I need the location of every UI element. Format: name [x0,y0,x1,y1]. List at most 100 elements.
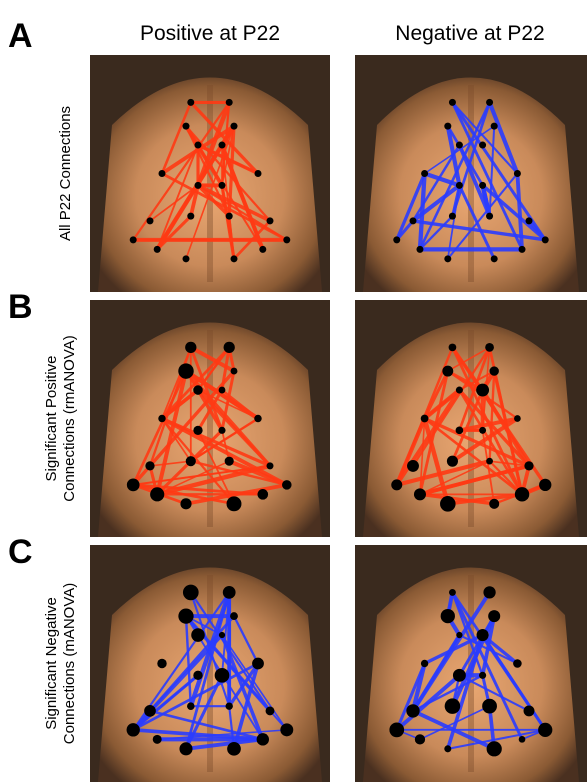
node [178,363,193,378]
node [489,499,499,509]
node [150,487,164,501]
node [524,461,533,470]
node [127,723,140,736]
node [255,170,262,177]
row-label: Connections (rmANOVA) [61,335,78,501]
node [476,384,489,397]
node [219,387,226,394]
node [456,387,463,394]
node [515,487,529,501]
node [254,415,261,422]
node [479,672,486,679]
node [445,698,461,714]
node [389,722,404,737]
node [406,704,419,717]
node [185,342,196,353]
node [407,460,419,472]
node [514,170,521,177]
node [456,142,463,149]
node [231,123,238,130]
column-header: Negative at P22 [395,22,544,45]
node [259,246,266,253]
node [266,462,273,469]
node [393,236,400,243]
node [147,217,154,224]
node [227,496,242,511]
node [193,671,202,680]
brain-panel [90,545,330,782]
node [486,99,493,106]
node [231,368,238,375]
node [187,213,194,220]
node [226,99,233,106]
row-label: Significant Negative [43,597,60,730]
node [266,706,275,715]
node [487,741,502,756]
panel-letter: B [8,288,33,326]
node [183,255,190,262]
node [453,669,466,682]
node [539,479,551,491]
node [230,612,238,620]
node [444,123,451,130]
node [219,632,225,638]
node [183,123,190,130]
node [524,705,535,716]
figure: Positive at P22 Negative at P22 A All P22… [0,0,587,782]
node [514,415,521,422]
node [158,415,165,422]
node [442,366,453,377]
node [183,585,199,601]
node [449,589,456,596]
node [488,610,500,622]
node [179,742,192,755]
node [252,658,264,670]
node [195,142,202,149]
node [491,123,498,130]
node [195,182,202,189]
node [231,255,238,262]
node [280,723,293,736]
node [479,182,486,189]
node [449,213,456,220]
node [145,461,154,470]
node [178,608,193,623]
node [282,480,292,490]
node [218,427,225,434]
node [486,213,493,220]
node [538,723,552,737]
panel-letter: A [8,17,33,55]
node [180,498,191,509]
node [130,236,137,243]
brain-panel [355,545,587,782]
brain-panel [355,55,587,292]
node [491,255,498,262]
node [519,246,526,253]
node [490,366,499,375]
node [456,182,463,189]
node [187,702,195,710]
node [257,733,269,745]
panel-letter: C [8,533,33,571]
column-header: Positive at P22 [140,22,280,45]
row-label: Significant Positive [43,356,60,482]
node [267,217,274,224]
node [415,734,425,744]
row-label: All P22 Connections [57,106,74,241]
node [486,458,493,465]
node [479,427,486,434]
node [193,426,202,435]
node [440,496,456,512]
node [127,479,140,492]
node [193,385,203,395]
node [441,609,455,623]
node [144,705,156,717]
node [421,170,428,177]
node [227,742,241,756]
node [513,659,522,668]
node [391,479,402,490]
panels: A All P22 Connections B Significant Positiv… [8,17,587,782]
brain-panel [355,300,587,537]
brain-panel [90,55,330,292]
node [447,456,458,467]
